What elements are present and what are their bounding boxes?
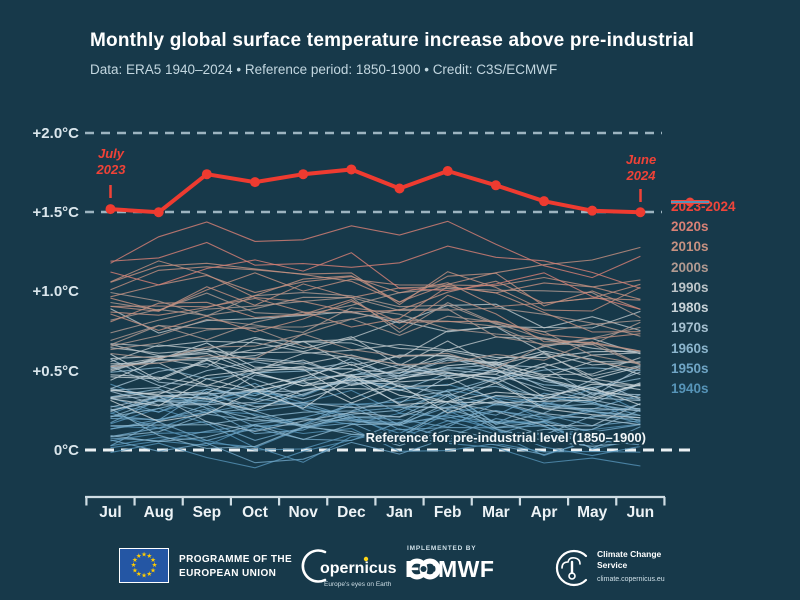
legend-item: 2010s: [671, 201, 736, 257]
svg-text:★: ★: [141, 551, 147, 559]
implemented-by-label: IMPLEMENTED BY: [407, 545, 477, 552]
ecmwf-globe-icon: [406, 558, 441, 580]
climate-change-service-icon: [555, 549, 588, 587]
xlab-apr: Apr: [531, 504, 558, 521]
x-axis-labels: Jul Aug Sep Oct Nov Dec Jan Feb Mar Apr …: [99, 504, 654, 521]
svg-text:★: ★: [141, 572, 147, 580]
legend-item-label: 1990s: [671, 279, 709, 295]
legend-item: 1960s: [671, 201, 736, 358]
xlab-oct: Oct: [242, 504, 268, 521]
xlab-aug: Aug: [144, 504, 174, 521]
ecmwf-logo: ECMWF: [405, 556, 494, 583]
reference-label: Reference for pre-industrial level (1850…: [366, 430, 646, 445]
xlab-jan: Jan: [386, 504, 413, 521]
legend-item: 1980s: [671, 201, 736, 317]
decade-lines: [110, 220, 641, 469]
svg-text:★: ★: [136, 570, 142, 578]
chart-subtitle: Data: ERA5 1940–2024 • Reference period:…: [90, 62, 558, 77]
legend-item: 2000s: [671, 201, 736, 277]
legend-item: 1990s: [671, 201, 736, 297]
copernicus-tagline: Europe's eyes on Earth: [324, 581, 392, 588]
xlab-mar: Mar: [482, 504, 510, 521]
copernicus-wordmark: opernicus: [320, 560, 397, 577]
eu-programme-label: PROGRAMME OF THE EUROPEAN UNION: [179, 554, 293, 579]
xlab-jun: Jun: [627, 504, 655, 521]
legend-item-label: 1940s: [671, 381, 709, 397]
ytick-1-5: +1.5°C: [33, 204, 80, 221]
annotation-july-2023: July 2023: [96, 146, 126, 178]
climate-copernicus-url: climate.copernicus.eu: [597, 576, 665, 583]
legend-item-label: 1960s: [671, 340, 709, 356]
x-axis: [85, 495, 666, 506]
legend-item-label: 2010s: [671, 239, 709, 255]
copernicus-logo: opernicus Europe's eyes on Earth: [301, 549, 397, 588]
legend-item: 2020s: [671, 201, 736, 236]
svg-text:★: ★: [150, 566, 156, 574]
legend-item-label: 2020s: [671, 218, 709, 234]
xlab-jul: Jul: [99, 504, 121, 521]
ytick-0-5: +0.5°C: [33, 363, 80, 380]
svg-text:★: ★: [152, 561, 158, 569]
svg-text:★: ★: [136, 552, 142, 560]
xlab-sep: Sep: [193, 504, 221, 521]
svg-text:★: ★: [132, 556, 138, 564]
chart-legend: 2023-2024 2020s 2010s 2000s 1990s 1980s …: [671, 196, 736, 399]
legend-item: 1950s: [671, 201, 736, 378]
eu-flag-icon: ★ ★★★★★★★★★★★: [119, 548, 169, 583]
xlab-feb: Feb: [434, 504, 462, 521]
copernicus-satellite-dot: [363, 556, 369, 562]
legend-line-icon: [671, 201, 709, 203]
xlab-may: May: [577, 504, 608, 521]
legend-item: 1940s: [671, 201, 736, 399]
annotation-june-2024: June 2024: [625, 152, 657, 184]
ytick-2-0: +2.0°C: [33, 125, 80, 142]
svg-text:★: ★: [131, 561, 137, 569]
svg-text:★: ★: [132, 566, 138, 574]
legend-item-label: 1970s: [671, 320, 709, 336]
legend-item: 1970s: [671, 201, 736, 338]
svg-text:★: ★: [146, 552, 152, 560]
svg-text:★: ★: [146, 570, 152, 578]
legend-item-label: 2000s: [671, 259, 709, 275]
legend-item-label: 1950s: [671, 361, 709, 377]
series-2023-2024: [105, 164, 646, 218]
ytick-0: 0°C: [54, 442, 79, 459]
climate-change-service-label: Climate Change Service: [597, 549, 662, 571]
svg-text:★: ★: [150, 556, 156, 564]
xlab-nov: Nov: [289, 504, 319, 521]
page-title: Monthly global surface temperature incre…: [90, 30, 695, 51]
ytick-1-0: +1.0°C: [33, 283, 80, 300]
legend-item-label: 1980s: [671, 300, 709, 316]
xlab-dec: Dec: [337, 504, 366, 521]
